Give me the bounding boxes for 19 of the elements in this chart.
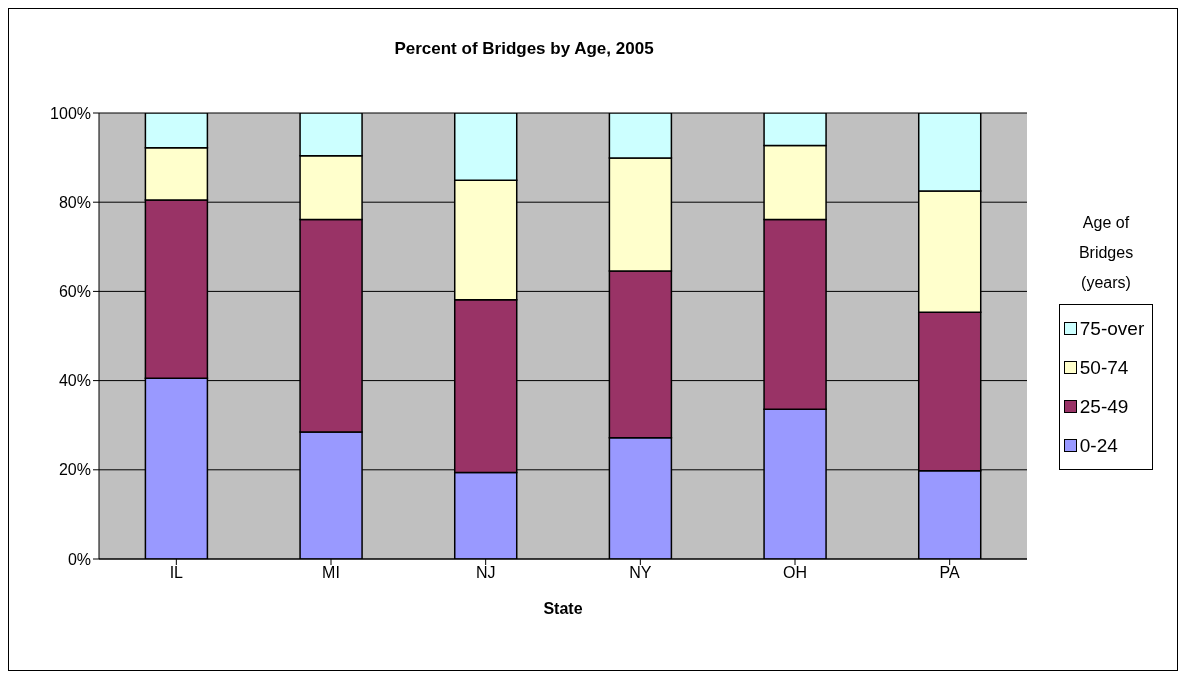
x-axis-title: State <box>543 600 583 617</box>
legend-label: 25-49 <box>1079 395 1129 418</box>
y-tick-label: 20% <box>58 461 91 479</box>
y-tick-label: 60% <box>58 283 91 301</box>
y-tick-label: 80% <box>58 193 91 211</box>
x-tick-label: IL <box>169 564 184 582</box>
legend-title: Age of Bridges (years) <box>1077 213 1135 293</box>
chart-title: Percent of Bridges by Age, 2005 <box>393 39 655 59</box>
x-tick-label: PA <box>939 564 961 582</box>
x-tick-label: MI <box>322 564 340 582</box>
x-tick-label: NY <box>629 564 652 582</box>
legend-label: 50-74 <box>1079 356 1129 379</box>
y-tick-label: 40% <box>58 372 91 390</box>
y-tick-label: 100% <box>50 104 91 122</box>
x-tick-label: NJ <box>475 564 496 582</box>
legend-label: 75-over <box>1079 317 1145 340</box>
y-tick-label: 0% <box>67 550 91 568</box>
x-tick-label: OH <box>783 564 807 582</box>
legend-label: 0-24 <box>1079 434 1118 457</box>
